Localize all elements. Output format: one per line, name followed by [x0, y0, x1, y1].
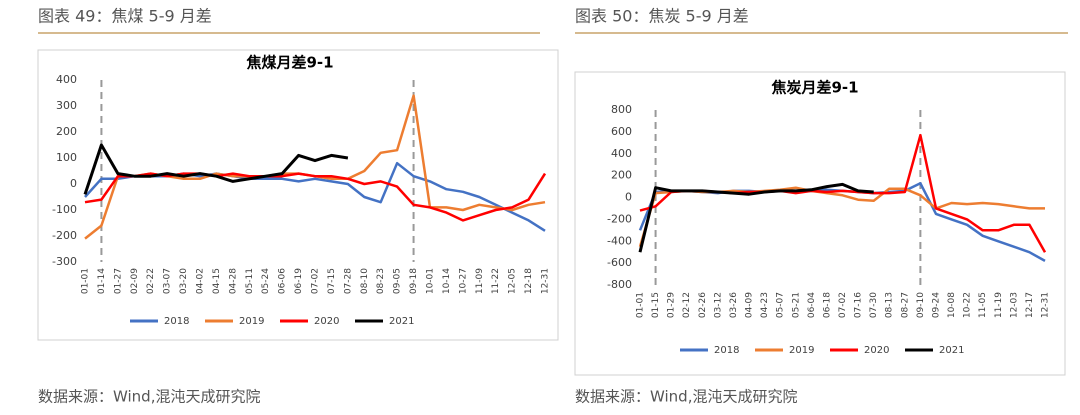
y-tick-label: 200 [611, 169, 632, 182]
x-tick-label: 04-02 [196, 268, 206, 294]
x-tick-label: 08-23 [376, 268, 386, 294]
chart-frame [574, 71, 1066, 376]
legend-label: 2018 [714, 345, 739, 356]
x-tick-label: 10-08 [947, 292, 957, 318]
y-tick-label: -200 [607, 212, 632, 225]
x-tick-label: 12-18 [524, 268, 534, 294]
y-tick-label: 600 [611, 125, 632, 138]
x-tick-label: 12-31 [541, 268, 551, 294]
x-tick-label: 01-14 [97, 268, 107, 294]
x-tick-label: 09-18 [409, 268, 419, 294]
source-note: 数据来源：Wind,混沌天成研究院 [575, 388, 797, 406]
x-tick-label: 08-13 [885, 292, 895, 318]
x-tick-label: 04-28 [228, 268, 238, 294]
x-tick-label: 01-01 [81, 268, 91, 294]
x-tick-label: 05-21 [791, 292, 801, 318]
x-tick-label: 07-02 [838, 292, 848, 318]
y-tick-label: 400 [611, 147, 632, 160]
y-tick-label: 800 [611, 103, 632, 116]
x-tick-label: 09-10 [916, 292, 926, 318]
x-tick-label: 05-11 [245, 268, 255, 294]
y-tick-label: -400 [607, 234, 632, 247]
x-tick-label: 11-09 [475, 268, 485, 294]
source-note: 数据来源：Wind,混沌天成研究院 [38, 388, 260, 406]
x-tick-label: 06-18 [822, 292, 832, 318]
y-tick-label: 200 [56, 125, 77, 138]
x-tick-label: 05-07 [776, 292, 786, 318]
x-tick-label: 12-05 [508, 268, 518, 294]
x-tick-label: 06-04 [807, 292, 817, 318]
x-tick-label: 04-15 [212, 268, 222, 294]
x-tick-label: 06-19 [294, 268, 304, 294]
x-tick-label: 07-16 [854, 292, 864, 318]
y-tick-label: 0 [625, 191, 632, 204]
x-tick-label: 08-27 [900, 292, 910, 318]
x-tick-label: 01-27 [113, 268, 123, 294]
x-tick-label: 01-01 [636, 292, 646, 318]
x-tick-label: 07-30 [869, 292, 879, 318]
x-tick-label: 03-26 [729, 292, 739, 318]
legend-label: 2021 [939, 345, 964, 356]
x-tick-label: 03-07 [163, 268, 173, 294]
x-tick-label: 12-03 [1009, 292, 1019, 318]
legend-label: 2018 [164, 316, 189, 327]
x-tick-label: 02-26 [698, 292, 708, 318]
x-tick-label: 01-15 [651, 292, 661, 318]
y-tick-label: 400 [56, 73, 77, 86]
y-tick-label: 300 [56, 99, 77, 112]
x-tick-label: 09-05 [393, 268, 403, 294]
chart-frame [37, 49, 559, 341]
x-tick-label: 09-24 [931, 292, 941, 318]
legend-label: 2019 [239, 316, 264, 327]
x-tick-label: 11-19 [994, 292, 1004, 318]
x-tick-label: 11-05 [978, 292, 988, 318]
x-tick-label: 12-17 [1025, 292, 1035, 318]
series-line [83, 143, 349, 195]
x-tick-label: 02-12 [682, 292, 692, 318]
y-tick-label: 0 [70, 177, 77, 190]
x-tick-label: 06-06 [278, 268, 288, 294]
series-line [638, 182, 874, 253]
x-tick-label: 07-15 [327, 268, 337, 294]
legend-label: 2019 [789, 345, 814, 356]
x-tick-label: 10-22 [963, 292, 973, 318]
x-tick-label: 07-28 [343, 268, 353, 294]
x-tick-label: 05-24 [261, 268, 271, 294]
x-tick-label: 04-09 [745, 292, 755, 318]
y-tick-label: -600 [607, 256, 632, 269]
legend-label: 2020 [314, 316, 339, 327]
y-tick-label: -800 [607, 278, 632, 291]
y-tick-label: 100 [56, 151, 77, 164]
figure-caption: 图表 49：焦煤 5-9 月差 [38, 7, 212, 26]
legend-label: 2020 [864, 345, 889, 356]
x-tick-label: 02-09 [130, 268, 140, 294]
x-tick-label: 01-29 [667, 292, 677, 318]
x-tick-label: 02-22 [146, 268, 156, 294]
y-tick-label: -300 [52, 255, 77, 268]
x-tick-label: 03-12 [713, 292, 723, 318]
x-tick-label: 03-20 [179, 268, 189, 294]
x-tick-label: 07-02 [311, 268, 321, 294]
x-tick-label: 11-22 [491, 268, 501, 294]
legend-label: 2021 [389, 316, 414, 327]
x-tick-label: 04-23 [760, 292, 770, 318]
y-tick-label: -200 [52, 229, 77, 242]
x-tick-label: 10-14 [442, 268, 452, 294]
x-tick-label: 08-10 [360, 268, 370, 294]
chart-title: 焦炭月差9-1 [770, 79, 858, 97]
x-tick-label: 10-01 [426, 268, 436, 294]
figure-caption: 图表 50：焦炭 5-9 月差 [575, 7, 749, 26]
x-tick-label: 10-27 [458, 268, 468, 294]
x-tick-label: 12-31 [1041, 292, 1051, 318]
chart-title: 焦煤月差9-1 [245, 54, 333, 72]
y-tick-label: -100 [52, 203, 77, 216]
